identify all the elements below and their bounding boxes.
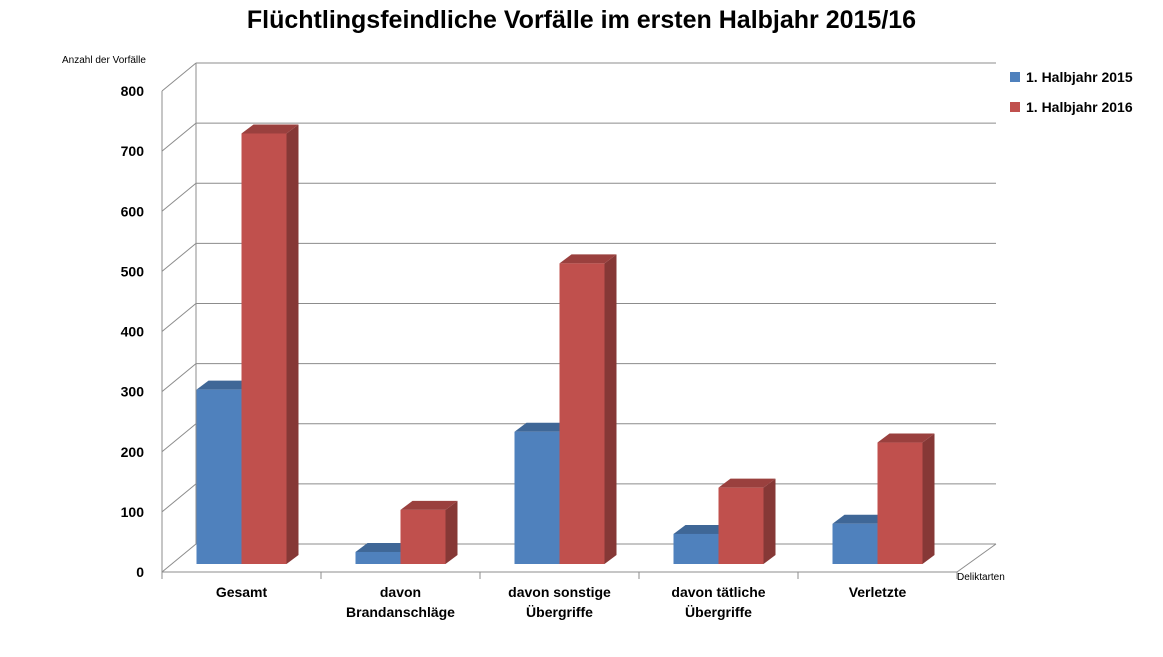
bar-front bbox=[877, 442, 923, 564]
x-tick-label-line: Gesamt bbox=[216, 584, 268, 600]
x-tick-label-line: Brandanschläge bbox=[346, 604, 455, 620]
bar-top bbox=[877, 433, 935, 443]
bar-front bbox=[400, 509, 446, 564]
bar-side bbox=[604, 254, 617, 564]
bar-1-4 bbox=[877, 433, 935, 564]
bar-1-2 bbox=[559, 254, 617, 564]
x-tick-label-line: davon tätliche bbox=[671, 584, 765, 600]
bar-front bbox=[514, 431, 560, 564]
x-tick-label-line: davon bbox=[380, 584, 421, 600]
bar-0-2 bbox=[514, 422, 572, 564]
gridline-diagonal bbox=[161, 242, 197, 272]
legend-item-2016: 1. Halbjahr 2016 bbox=[1010, 92, 1133, 122]
legend-item-2015: 1. Halbjahr 2015 bbox=[1010, 62, 1133, 92]
gridline-diagonal bbox=[161, 182, 197, 212]
bar-top bbox=[514, 422, 572, 432]
y-tick-label: 600 bbox=[121, 203, 145, 219]
x-tick-label-line: Übergriffe bbox=[685, 604, 752, 620]
bar-1-0 bbox=[241, 124, 299, 564]
bars bbox=[196, 124, 935, 564]
x-tick-label: Verletzte bbox=[849, 584, 907, 600]
bar-1-1 bbox=[400, 500, 458, 564]
x-tick-label: davon sonstige Übergriffe bbox=[508, 584, 611, 620]
legend-swatch-2016 bbox=[1010, 102, 1020, 112]
bar-side bbox=[286, 124, 299, 564]
bar-top bbox=[241, 124, 299, 134]
bar-top bbox=[718, 478, 776, 488]
y-tick-label: 800 bbox=[121, 83, 145, 99]
y-axis-title: Anzahl der Vorfälle bbox=[62, 55, 146, 66]
y-tick-label: 0 bbox=[136, 564, 144, 580]
y-tick-label: 400 bbox=[121, 324, 145, 340]
gridline-diagonal bbox=[161, 423, 197, 453]
bar-front bbox=[559, 263, 605, 564]
chart-title: Flüchtlingsfeindliche Vorfälle im ersten… bbox=[246, 6, 917, 34]
x-tick-label-line: Verletzte bbox=[849, 584, 907, 600]
y-tick-label: 700 bbox=[121, 143, 145, 159]
bar-front bbox=[673, 533, 719, 564]
x-tick-label-line: davon sonstige bbox=[508, 584, 611, 600]
bar-1-3 bbox=[718, 478, 776, 564]
bar-top bbox=[400, 500, 458, 510]
x-tick-label: davon Brandanschläge bbox=[346, 584, 455, 620]
gridline-diagonal bbox=[161, 363, 197, 393]
legend: 1. Halbjahr 2015 1. Halbjahr 2016 bbox=[1010, 62, 1133, 122]
bar-side bbox=[763, 478, 776, 564]
gridline-diagonal bbox=[161, 483, 197, 513]
bar-top bbox=[196, 380, 254, 390]
legend-label-2016: 1. Halbjahr 2016 bbox=[1026, 99, 1133, 115]
y-tick-label: 300 bbox=[121, 384, 145, 400]
gridline-diagonal bbox=[161, 122, 197, 152]
bar-top bbox=[355, 542, 413, 552]
x-tick-label: Gesamt bbox=[216, 584, 268, 600]
x-tick-label: davon tätliche Übergriffe bbox=[671, 584, 765, 620]
bar-top bbox=[832, 514, 890, 524]
x-axis-title: Deliktarten bbox=[957, 572, 1005, 583]
floor-right-edge bbox=[956, 543, 997, 573]
axis-labels: 0 100 200 300 400 500 600 700 800 Gesamt davon Bran… bbox=[121, 83, 907, 620]
gridline-diagonal bbox=[161, 543, 197, 573]
bar-front bbox=[355, 551, 401, 564]
bar-side bbox=[445, 500, 458, 564]
y-tick-label: 500 bbox=[121, 263, 145, 279]
gridline-diagonal bbox=[161, 303, 197, 332]
y-tick-label: 100 bbox=[121, 504, 145, 520]
bar-front bbox=[196, 389, 242, 564]
bar-front bbox=[241, 133, 287, 564]
y-tick-label: 200 bbox=[121, 444, 145, 460]
bar-side bbox=[922, 433, 935, 564]
bar-top bbox=[673, 524, 731, 534]
x-tick-label-line: Übergriffe bbox=[526, 604, 593, 620]
bar-top bbox=[559, 254, 617, 264]
bar-front bbox=[718, 487, 764, 564]
legend-label-2015: 1. Halbjahr 2015 bbox=[1026, 69, 1133, 85]
gridline-diagonal bbox=[161, 62, 197, 92]
bar-front bbox=[832, 523, 878, 564]
legend-swatch-2015 bbox=[1010, 72, 1020, 82]
